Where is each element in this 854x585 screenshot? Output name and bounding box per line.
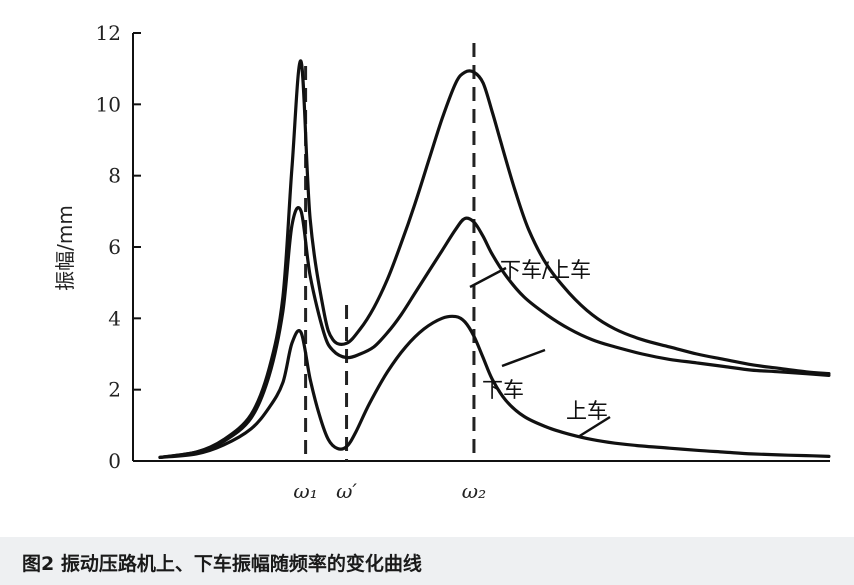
figure-caption: 图2 振动压路机上、下车振幅随频率的变化曲线 bbox=[22, 553, 422, 575]
y-tick-label: 2 bbox=[108, 378, 121, 402]
y-tick-label: 4 bbox=[108, 306, 121, 330]
y-axis-label: 振幅/mm bbox=[53, 205, 77, 291]
series-label: 上车 bbox=[566, 399, 608, 423]
series-leader-line bbox=[501, 348, 546, 368]
frequency-marker-label: ω′ bbox=[336, 479, 357, 503]
y-tick-label: 10 bbox=[96, 92, 121, 116]
series-curves bbox=[158, 59, 831, 459]
series-label: 下车 bbox=[482, 378, 524, 402]
y-tick-label: 0 bbox=[108, 449, 121, 473]
series-leader-line bbox=[469, 266, 507, 289]
series-line bbox=[158, 206, 831, 459]
frequency-marker-label: ω₂ bbox=[462, 479, 486, 503]
frequency-markers: ω₁ ω′ ω₂ bbox=[293, 43, 486, 503]
frequency-marker-label: ω₁ bbox=[293, 479, 317, 503]
caption-bar bbox=[0, 537, 854, 585]
y-tick-label: 8 bbox=[108, 164, 121, 188]
series-line bbox=[158, 314, 831, 459]
y-tick-label: 12 bbox=[96, 21, 121, 45]
y-tick-label: 6 bbox=[108, 235, 121, 259]
series-leader-line bbox=[577, 415, 611, 439]
series-line bbox=[158, 59, 831, 459]
series-label: 下车/上车 bbox=[500, 258, 591, 282]
chart-axes: 0 2 4 6 8 10 12 bbox=[96, 21, 830, 473]
